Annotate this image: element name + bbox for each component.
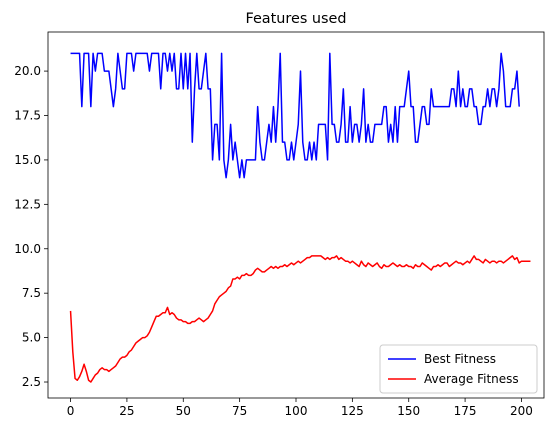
x-tick-label: 100 bbox=[285, 404, 308, 418]
legend: Best Fitness Average Fitness bbox=[379, 344, 538, 394]
x-tick-label: 150 bbox=[397, 404, 420, 418]
x-tick-label: 75 bbox=[232, 404, 247, 418]
x-tick-label: 0 bbox=[67, 404, 75, 418]
chart-title: Features used bbox=[245, 11, 346, 27]
x-tick-label: 125 bbox=[341, 404, 364, 418]
y-tick-label: 17.5 bbox=[14, 109, 41, 123]
legend-label: Average Fitness bbox=[424, 372, 519, 386]
x-tick-label: 175 bbox=[454, 404, 477, 418]
y-tick-label: 10.0 bbox=[14, 242, 41, 256]
x-tick-label: 200 bbox=[510, 404, 533, 418]
y-tick-label: 15.0 bbox=[14, 153, 41, 167]
y-tick-label: 7.5 bbox=[22, 286, 41, 300]
x-axis-ticks: 0 25 50 75 100 125 150 175 200 bbox=[67, 398, 533, 418]
x-tick-label: 50 bbox=[176, 404, 191, 418]
series-line-average-fitness bbox=[69, 255, 531, 383]
y-tick-label: 2.5 bbox=[22, 375, 41, 389]
legend-label: Best Fitness bbox=[424, 352, 496, 366]
series-line-best-fitness bbox=[70, 52, 520, 179]
plot-series bbox=[69, 52, 531, 383]
y-tick-label: 5.0 bbox=[22, 331, 41, 345]
legend-box bbox=[379, 344, 538, 394]
y-tick-label: 12.5 bbox=[14, 197, 41, 211]
x-tick-label: 25 bbox=[119, 404, 134, 418]
y-axis-ticks: 2.5 5.0 7.5 10.0 12.5 15.0 17.5 20.0 bbox=[14, 64, 48, 389]
y-tick-label: 20.0 bbox=[14, 64, 41, 78]
